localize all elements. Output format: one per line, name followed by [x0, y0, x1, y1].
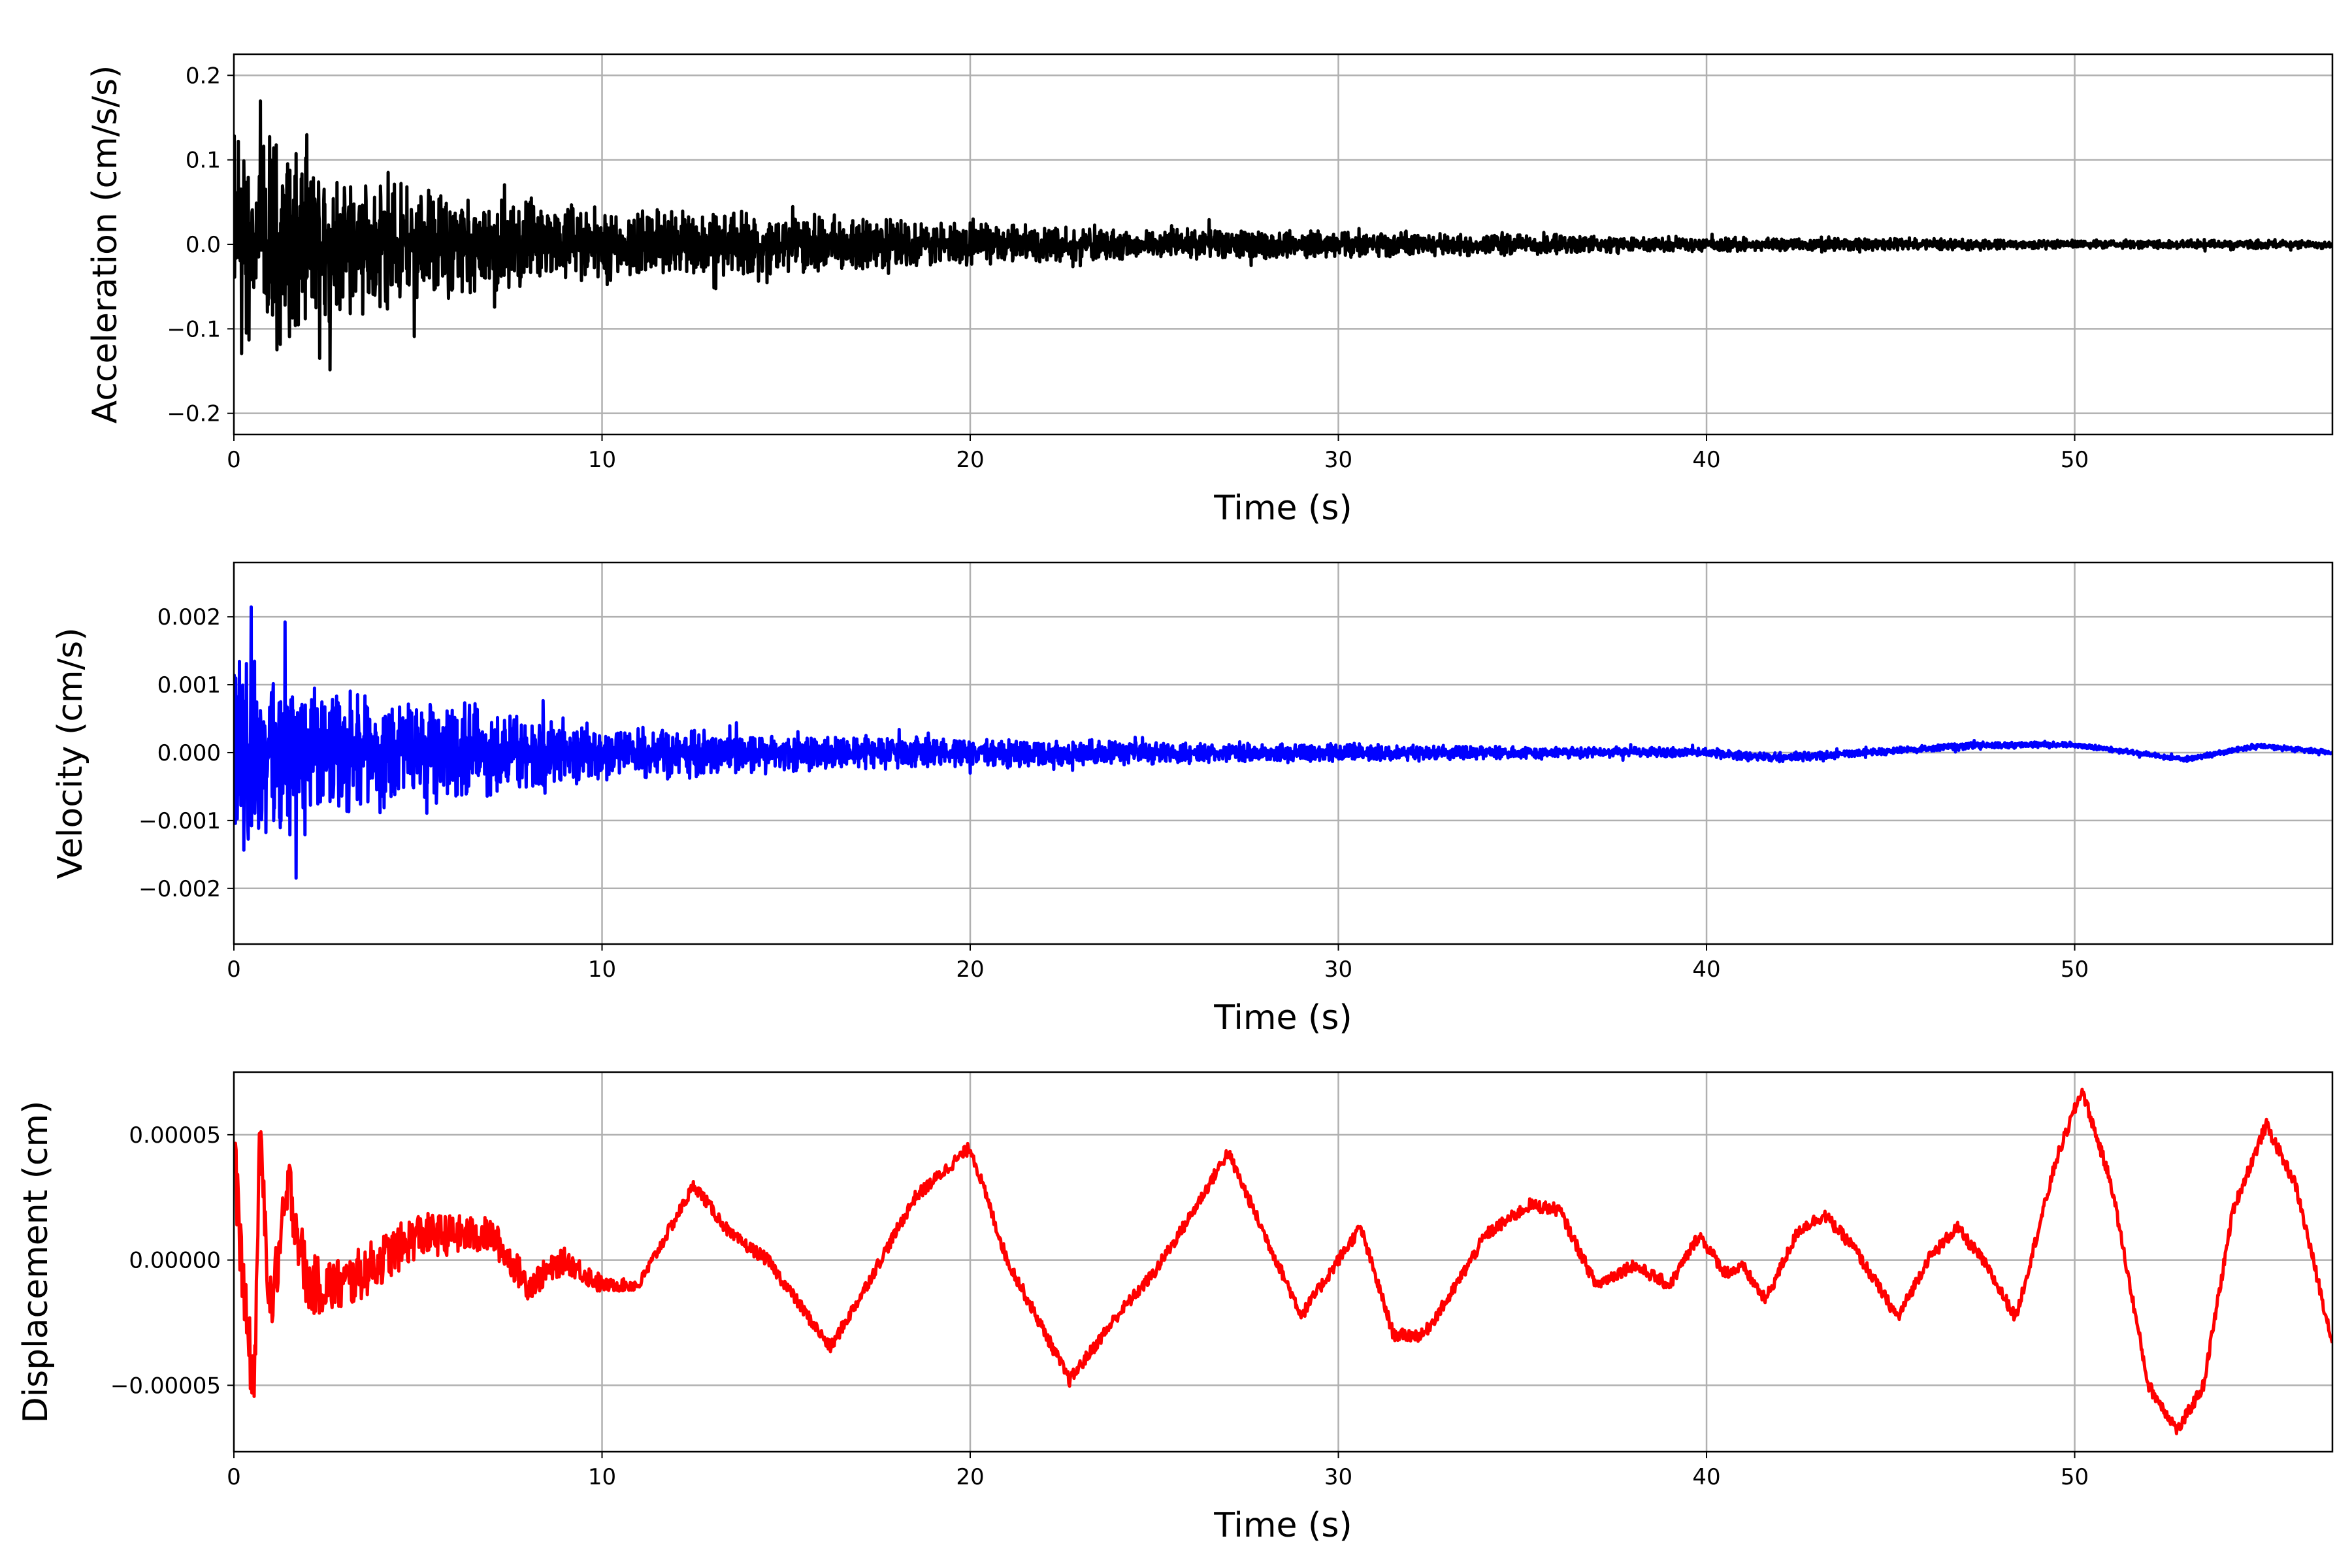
x-tick-label: 30	[1324, 1464, 1352, 1490]
axes-frame	[233, 1071, 2334, 1453]
x-tick-label: 40	[1692, 956, 1720, 983]
x-tick-label: 10	[588, 1464, 616, 1490]
y-tick-label: 0.002	[157, 604, 221, 630]
displacement-line	[234, 1087, 2332, 1435]
y-tick-label: −0.001	[139, 808, 221, 834]
y-tick-label: 0.00000	[129, 1248, 221, 1274]
x-tick-label: 0	[227, 956, 241, 983]
x-tick-label: 50	[2061, 1464, 2089, 1490]
acceleration-line	[234, 99, 2332, 372]
y-tick-label: 0.00005	[129, 1122, 221, 1149]
x-tick-label: 20	[956, 956, 984, 983]
x-tick-label: 30	[1324, 447, 1352, 473]
x-tick-label: 0	[227, 1464, 241, 1490]
y-axis-label: Acceleration (cm/s/s)	[86, 65, 125, 424]
subplot-velocity: 0 10 20 30 40 50 −0.002 −0.001 0.000 0.001 0.002 Ti…	[51, 561, 2334, 1037]
x-tick-label: 20	[956, 1464, 984, 1490]
x-tick-label: 20	[956, 447, 984, 473]
x-tick-label: 50	[2061, 956, 2089, 983]
y-tick-label: 0.2	[186, 63, 221, 89]
axes-frame	[233, 53, 2334, 436]
y-axis-label: Displacement (cm)	[16, 1101, 56, 1424]
x-axis-label: Time (s)	[1213, 998, 1352, 1037]
y-tick-label: −0.002	[139, 876, 221, 902]
y-tick-label: 0.000	[157, 740, 221, 766]
y-tick-label: −0.1	[167, 316, 221, 342]
x-tick-label: 10	[588, 956, 616, 983]
y-tick-label: 0.1	[186, 148, 221, 174]
y-tick-label: 0.001	[157, 672, 221, 698]
y-tick-label: −0.2	[167, 401, 221, 427]
y-tick-label: 0.0	[186, 232, 221, 258]
axes-frame	[233, 561, 2334, 945]
x-tick-label: 50	[2061, 447, 2089, 473]
y-axis-label: Velocity (cm/s)	[51, 628, 90, 879]
x-axis-label: Time (s)	[1213, 1506, 1352, 1545]
x-tick-label: 40	[1692, 1464, 1720, 1490]
subplot-displacement: 0 10 20 30 40 50 −0.00005 0.00000 0.00005 Time (s…	[16, 1071, 2334, 1545]
x-axis-label: Time (s)	[1213, 489, 1352, 528]
x-tick-label: 40	[1692, 447, 1720, 473]
y-tick-label: −0.00005	[110, 1373, 221, 1399]
velocity-line	[234, 605, 2332, 880]
x-tick-label: 30	[1324, 956, 1352, 983]
x-tick-label: 10	[588, 447, 616, 473]
x-tick-label: 0	[227, 447, 241, 473]
subplot-acceleration: 0 10 20 30 40 50 −0.2 −0.1 0.0 0.1 0.2 Time (s) Acce…	[86, 53, 2334, 528]
